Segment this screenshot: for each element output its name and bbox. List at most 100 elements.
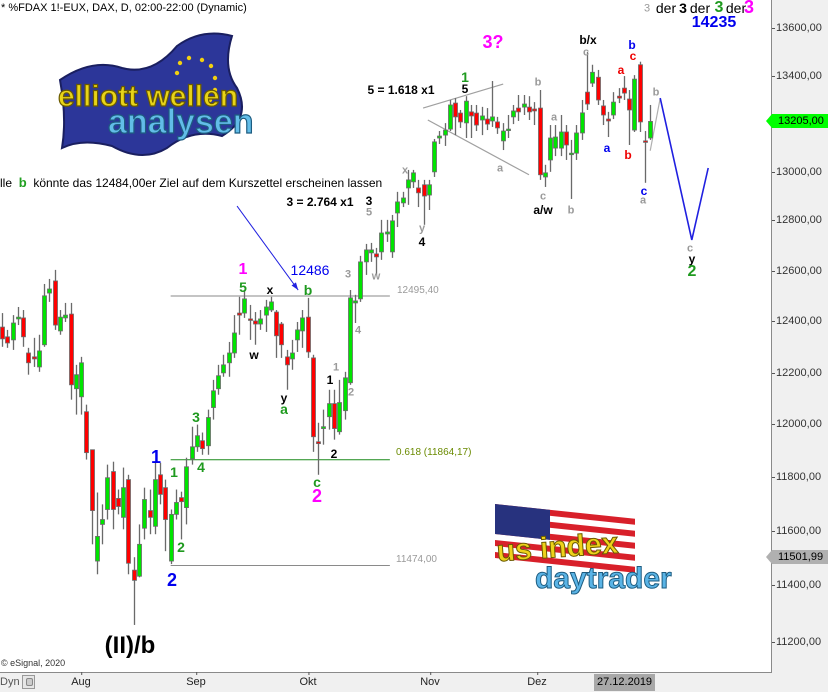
wave-label: 5: [461, 82, 469, 96]
level-label-12495: 12495,40: [397, 285, 439, 296]
candle: [95, 492, 100, 575]
candle-body-down: [274, 311, 279, 337]
candle: [474, 104, 479, 132]
candle-body-up: [395, 201, 400, 214]
candle: [343, 371, 348, 420]
candle: [622, 76, 627, 100]
candle-body-down: [132, 569, 137, 581]
price-axis[interactable]: 13600,00 13400,00 13000,00 12800,00 1260…: [766, 0, 828, 692]
wave-label: y: [418, 222, 426, 235]
candle-body-down: [316, 441, 321, 445]
candle: [611, 92, 616, 120]
candle: [422, 179, 427, 225]
candle-body-up: [137, 543, 142, 577]
price-tick: 12200,00: [772, 367, 822, 379]
candle: [564, 125, 569, 160]
wave-label: 4: [418, 235, 426, 249]
candle-body-up: [290, 352, 295, 360]
candle: [253, 312, 258, 345]
us-index-daytrader-logo: us index daytrader: [495, 504, 673, 596]
logo-text-daytrader: daytrader: [535, 562, 672, 595]
candle-body-down: [601, 105, 606, 116]
candle-body-up: [206, 417, 211, 447]
candle-body-down: [148, 510, 153, 518]
candle: [327, 389, 332, 430]
candle-body-up: [553, 136, 558, 149]
candle-body-up: [406, 179, 411, 189]
candle-body-up: [327, 403, 332, 418]
candle-body-down: [253, 320, 258, 325]
candle-body-up: [227, 352, 232, 364]
pointer-arrow-head: [291, 282, 299, 291]
candle: [632, 75, 637, 132]
wave-label: x: [401, 164, 409, 177]
month-tick: Okt: [299, 672, 317, 688]
candle: [53, 269, 58, 330]
price-tick: 13600,00: [772, 22, 822, 34]
note-wave-label: b: [18, 175, 27, 190]
wave-label: 2: [177, 539, 185, 555]
candle: [26, 347, 31, 375]
note-text: könnte das 12484,00er Ziel auf dem Kursz…: [33, 176, 383, 190]
candle-body-up: [443, 129, 448, 136]
candle: [184, 457, 189, 525]
candle-body-up: [79, 362, 84, 398]
wave-label: 1: [461, 69, 469, 85]
chart-plot-area[interactable]: elliott wellen analysen us index daytrad…: [0, 0, 772, 673]
wave-label: der: [725, 0, 747, 16]
target-label: 14235: [691, 14, 737, 31]
candle-body-down: [485, 118, 490, 125]
wave-label-degree: (II)/b: [104, 632, 156, 659]
candle-body-down: [26, 352, 31, 364]
candle-body-down: [527, 106, 532, 113]
candle: [527, 96, 532, 121]
price-tick: 11200,00: [771, 636, 822, 648]
price-tick: 12800,00: [772, 214, 822, 226]
candle: [111, 461, 116, 530]
candle: [638, 61, 643, 132]
wave-label: b: [567, 204, 575, 217]
wave-label: 2: [311, 486, 323, 506]
candle: [448, 99, 453, 132]
wave-label: b: [628, 38, 636, 52]
candle: [606, 111, 611, 138]
candle: [74, 364, 79, 415]
candle: [506, 114, 511, 138]
candle-body-up: [501, 130, 506, 142]
candle: [590, 64, 595, 87]
candle: [227, 341, 232, 377]
candle-body-up: [574, 132, 579, 154]
lock-icon[interactable]: [22, 675, 35, 689]
candle-body-up: [42, 295, 47, 346]
candle-body-up: [184, 466, 189, 509]
candle-body-up: [522, 103, 527, 108]
candle-body-down: [495, 121, 500, 129]
candle: [416, 179, 421, 208]
time-axis[interactable]: Dyn Aug Sep Okt Nov Dez 27.12.2019: [0, 672, 772, 692]
candle-body-up: [105, 477, 110, 510]
candle: [279, 321, 284, 358]
candle-body-down: [585, 91, 590, 105]
candle-body-down: [111, 471, 116, 510]
candle: [353, 294, 358, 324]
candle-body-up: [464, 100, 469, 124]
candle-body-down: [516, 107, 521, 113]
candle: [374, 247, 379, 275]
wave-label: c: [629, 49, 637, 63]
candle: [443, 123, 448, 146]
candle: [574, 125, 579, 160]
candle: [90, 449, 95, 545]
candle: [321, 409, 326, 445]
candle-body-up: [543, 172, 548, 178]
candle: [648, 104, 653, 140]
candle: [290, 339, 295, 370]
candle: [237, 296, 242, 335]
candle-body-down: [606, 118, 611, 122]
wave-label: w: [249, 348, 259, 362]
wave-label: 1: [238, 261, 248, 278]
candle: [11, 315, 16, 350]
candle-body-down: [617, 95, 622, 99]
candle: [169, 509, 174, 565]
candle: [242, 290, 247, 318]
candle-body-up: [16, 316, 21, 320]
